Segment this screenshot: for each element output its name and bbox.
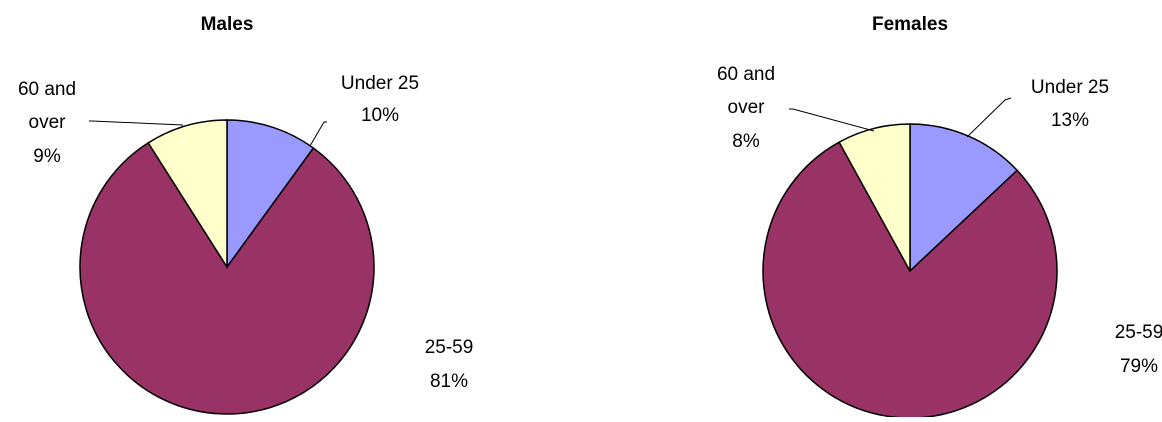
slice-label-line: 60 and xyxy=(18,79,76,100)
pie-slice-females-60-and xyxy=(838,123,911,272)
pie-chart-males: Males Under 25 10% 25-59 81% 60 and over 9% xyxy=(18,14,474,415)
slice-label-line: 79% xyxy=(1120,356,1158,377)
pie-slice-females-25-59 xyxy=(762,141,1058,419)
slice-label-females-under-25: Under 25 13% xyxy=(1031,77,1109,131)
chart-title-females: Females xyxy=(872,14,948,35)
slice-label-males-25-59: 25-59 81% xyxy=(425,337,474,392)
slice-label-females-25-59: 25-59 79% xyxy=(1115,322,1162,377)
pie-slice-males-25-59 xyxy=(79,141,375,415)
slice-label-line: 25-59 xyxy=(1115,322,1162,343)
leader-line-males-60-and xyxy=(89,120,184,126)
slice-label-males-60-and: 60 and over 9% xyxy=(18,79,76,167)
slice-label-line: 13% xyxy=(1051,110,1089,131)
slice-label-line: Under 25 xyxy=(341,73,419,94)
pie-chart-females: Females Under 25 13% 25-59 79% 60 and over 8% xyxy=(717,14,1162,419)
chart-title-males: Males xyxy=(201,14,254,35)
slice-label-line: 25-59 xyxy=(425,337,474,358)
leader-line-females-under-25 xyxy=(966,97,1012,138)
slice-label-line: 9% xyxy=(33,146,61,167)
slice-label-line: over xyxy=(29,112,67,133)
slice-label-females-60-and: 60 and over 8% xyxy=(717,64,775,152)
pie-slice-males-under-25 xyxy=(226,119,315,270)
slice-label-line: Under 25 xyxy=(1031,77,1109,98)
slice-label-line: 81% xyxy=(430,371,468,392)
slice-label-males-under-25: Under 25 10% xyxy=(341,73,419,126)
pie-slice-males-60-and xyxy=(147,119,228,270)
leader-line-males-under-25 xyxy=(309,121,327,147)
slice-label-line: 10% xyxy=(361,105,399,126)
slice-label-line: over xyxy=(728,97,766,118)
slice-label-line: 8% xyxy=(732,131,760,152)
slice-label-line: 60 and xyxy=(717,64,775,85)
leader-line-females-60-and xyxy=(789,108,875,132)
